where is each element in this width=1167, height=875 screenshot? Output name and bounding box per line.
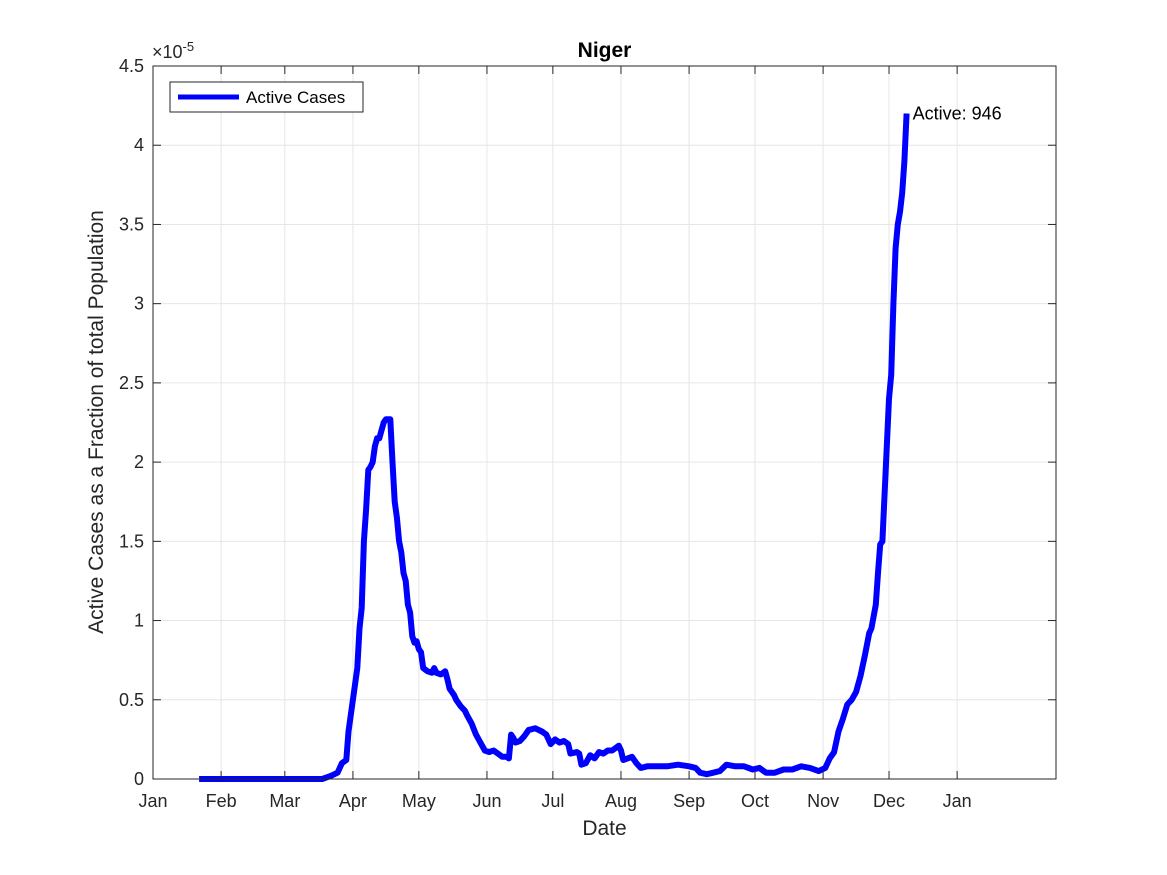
x-tick-label: Jul xyxy=(541,791,564,811)
x-tick-label: Aug xyxy=(605,791,637,811)
y-tick-label: 2.5 xyxy=(119,373,144,393)
x-tick-label: Mar xyxy=(269,791,300,811)
x-tick-label: Jan xyxy=(138,791,167,811)
x-tick-label: Jun xyxy=(472,791,501,811)
y-exponent-power: -5 xyxy=(183,39,195,54)
annotation-active: Active: 946 xyxy=(913,104,1002,124)
legend-box xyxy=(169,81,364,113)
series-layer xyxy=(199,113,910,782)
plot-area xyxy=(153,66,1056,779)
y-tick-label: 1.5 xyxy=(119,531,144,551)
series-line-active-cases xyxy=(199,113,910,782)
x-tick-label: Oct xyxy=(741,791,769,811)
axes-box xyxy=(152,65,1057,780)
legend-label: Active Cases xyxy=(246,88,345,107)
x-tick-label: Apr xyxy=(339,791,367,811)
y-tick-label: 4 xyxy=(134,135,144,155)
x-tick-label: Dec xyxy=(873,791,905,811)
y-axis-title: Active Cases as a Fraction of total Popu… xyxy=(85,210,108,634)
x-tick-label: Sep xyxy=(673,791,705,811)
y-tick-label: 4.5 xyxy=(119,56,144,76)
grid xyxy=(153,66,1056,779)
chart-title: Niger xyxy=(578,39,632,62)
x-axis-title: Date xyxy=(582,817,626,840)
ticks: 0 0.5 1 1.5 2 2.5 3 3.5 4 4.5 Jan Feb Mar Apr May Jun Ju… xyxy=(119,56,1056,811)
y-tick-label: 0 xyxy=(134,769,144,789)
y-tick-label: 2 xyxy=(134,452,144,472)
x-tick-label: May xyxy=(402,791,436,811)
y-tick-label: 3.5 xyxy=(119,214,144,234)
y-tick-label: 1 xyxy=(134,611,144,631)
legend: Active Cases xyxy=(169,81,364,113)
x-tick-label: Nov xyxy=(807,791,839,811)
x-tick-label: Feb xyxy=(206,791,237,811)
y-tick-label: 0.5 xyxy=(119,690,144,710)
x-tick-label: Jan xyxy=(943,791,972,811)
y-tick-label: 3 xyxy=(134,294,144,314)
y-exponent-base: ×10 xyxy=(152,42,183,62)
y-exponent-label: ×10-5 xyxy=(152,39,194,62)
